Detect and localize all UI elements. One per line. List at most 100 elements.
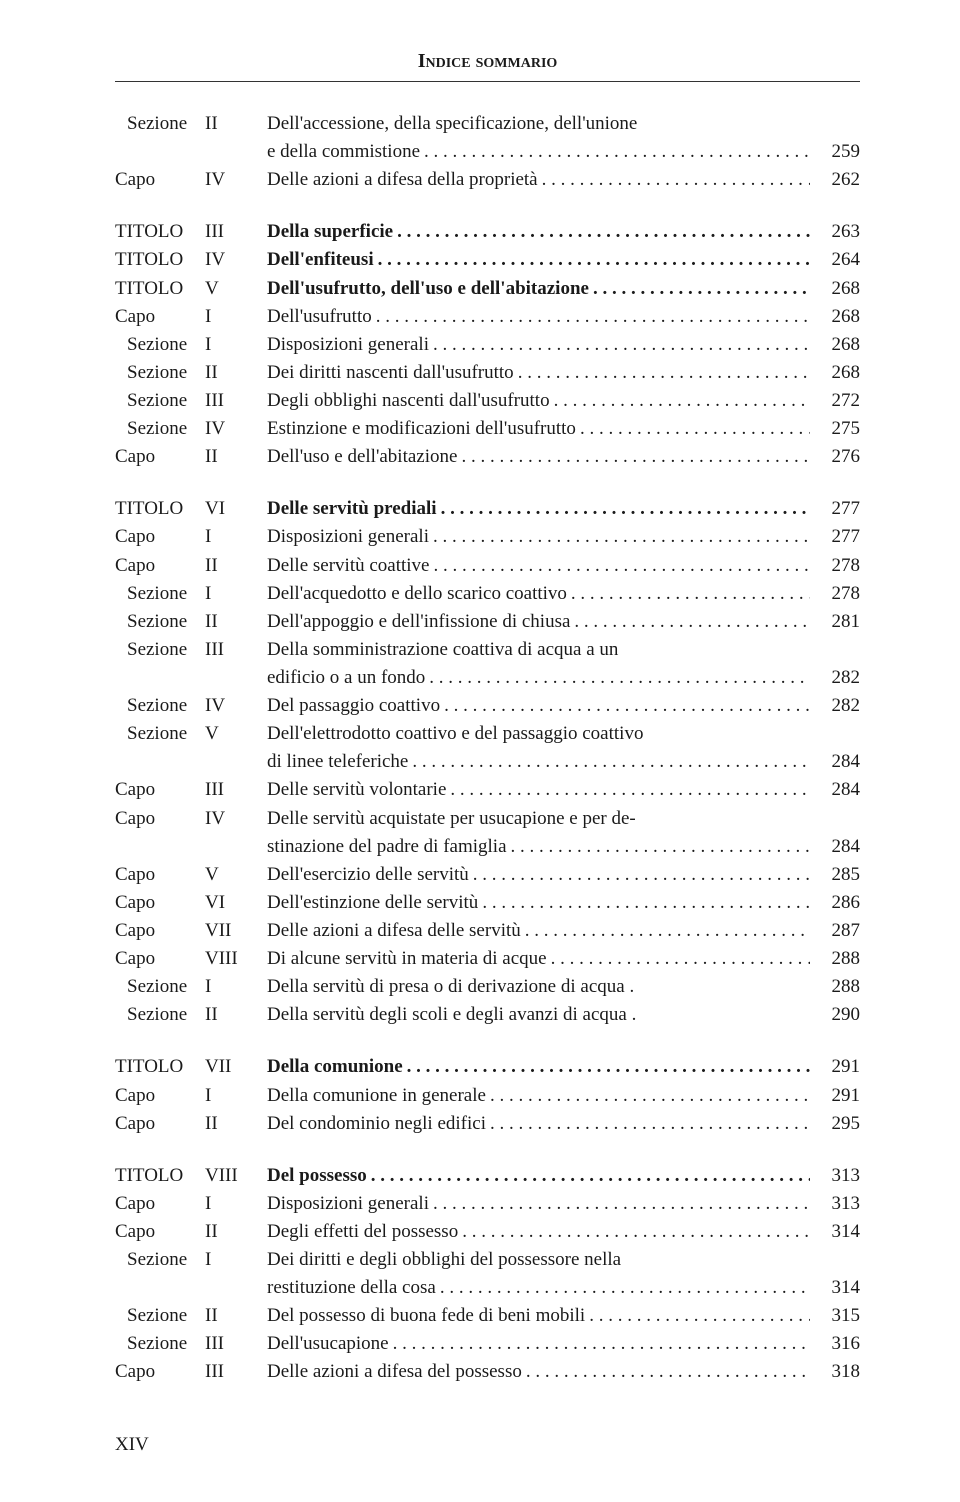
toc-page-number: 263 [810, 218, 860, 246]
toc-title-text: Della comunione in generale [267, 1085, 486, 1106]
toc-level-number: IV [205, 246, 267, 274]
toc-title: Degli obblighi nascenti dall'usufrutto [267, 387, 810, 415]
toc-title: Dell'accessione, della specificazione, d… [267, 110, 810, 138]
toc-level-number: II [205, 1302, 267, 1330]
toc-level-label: Capo [115, 1358, 205, 1386]
toc-row: SezioneIDisposizioni generali268 [115, 331, 860, 359]
toc-title: restituzione della cosa [267, 1274, 810, 1302]
toc-title-text: Del possesso di buona fede di beni mobil… [267, 1305, 585, 1326]
toc-level-label: Capo [115, 776, 205, 804]
toc-title-text: Del condominio negli edifici [267, 1113, 486, 1134]
toc-level-number: V [205, 720, 267, 748]
toc-page-number: 295 [810, 1110, 860, 1138]
toc-row: CapoIIDel condominio negli edifici295 [115, 1110, 860, 1138]
toc-page-number: 318 [810, 1358, 860, 1386]
toc-row: SezioneVDell'elettrodotto coattivo e del… [115, 720, 860, 748]
toc-title-text: Disposizioni generali [267, 1193, 429, 1214]
toc-title-text: restituzione della cosa [267, 1277, 436, 1298]
toc-page-number: 282 [810, 692, 860, 720]
toc-level-label: Capo [115, 945, 205, 973]
toc-title-text: Delle servitù volontarie [267, 779, 446, 800]
toc-row: CapoVDell'esercizio delle servitù285 [115, 861, 860, 889]
toc-title: Dell'usufrutto [267, 303, 810, 331]
toc-row: SezioneIIDell'accessione, della specific… [115, 110, 860, 138]
toc-page-number: 284 [810, 776, 860, 804]
toc-row: SezioneIIDei diritti nascenti dall'usufr… [115, 359, 860, 387]
toc-level-number: I [205, 523, 267, 551]
toc-title: Dei diritti nascenti dall'usufrutto [267, 359, 810, 387]
toc-title-text: Dell'enfiteusi [267, 249, 374, 270]
toc-level-number: V [205, 275, 267, 303]
toc-title-text: Dell'esercizio delle servitù [267, 864, 469, 885]
toc-row: stinazione del padre di famiglia284 [115, 833, 860, 861]
toc-level-number: IV [205, 692, 267, 720]
toc-title: Dell'elettrodotto coattivo e del passagg… [267, 720, 810, 748]
toc-title: Delle azioni a difesa delle servitù [267, 917, 810, 945]
toc-row: SezioneIIDell'appoggio e dell'infissione… [115, 608, 860, 636]
toc-level-number: I [205, 303, 267, 331]
toc-title: Della servitù di presa o di derivazione … [267, 973, 810, 1001]
toc-level-number: II [205, 359, 267, 387]
toc-title-text: Del possesso [267, 1165, 367, 1186]
toc-level-number: III [205, 218, 267, 246]
toc-title-text: stinazione del padre di famiglia [267, 836, 507, 857]
toc-level-number: I [205, 1082, 267, 1110]
toc-page-number: 259 [810, 138, 860, 166]
toc-row: e della commistione 259 [115, 138, 860, 166]
toc-row: di linee teleferiche284 [115, 748, 860, 776]
toc-title: Delle azioni a difesa della proprietà [267, 166, 810, 194]
toc-title: Dell'esercizio delle servitù [267, 861, 810, 889]
toc-level-label: TITOLO [115, 1053, 205, 1081]
toc-level-number: III [205, 1330, 267, 1358]
toc-level-label: TITOLO [115, 495, 205, 523]
toc-level-label: Capo [115, 805, 205, 833]
toc-title-text: Della somministrazione coattiva di acqua… [267, 639, 618, 660]
toc-page-number: 314 [810, 1274, 860, 1302]
toc-page-number: 290 [810, 1001, 860, 1029]
toc-page-number: 278 [810, 580, 860, 608]
toc-page-number: 314 [810, 1218, 860, 1246]
toc-page-number: 287 [810, 917, 860, 945]
toc-row: CapoIIIDelle azioni a difesa del possess… [115, 1358, 860, 1386]
toc-level-label: Capo [115, 861, 205, 889]
toc-title: stinazione del padre di famiglia [267, 833, 810, 861]
toc-level-number: VII [205, 917, 267, 945]
toc-row: SezioneIIDella servitù degli scoli e deg… [115, 1001, 860, 1029]
toc-title-text: Disposizioni generali [267, 334, 429, 355]
toc-title-text: Delle azioni a difesa della proprietà [267, 169, 538, 190]
toc-level-label: Capo [115, 443, 205, 471]
toc-page-number: 285 [810, 861, 860, 889]
toc-level-label: Capo [115, 1190, 205, 1218]
toc-title: Delle servitù volontarie [267, 776, 810, 804]
toc-level-label: Capo [115, 1218, 205, 1246]
toc-row: SezioneIIIDegli obblighi nascenti dall'u… [115, 387, 860, 415]
toc-title: Delle servitù coattive [267, 552, 810, 580]
toc-title: Del possesso [267, 1162, 810, 1190]
toc-level-number: VIII [205, 1162, 267, 1190]
toc-level-number: I [205, 1246, 267, 1274]
toc-level-label: Sezione [115, 359, 205, 387]
toc-page-number: 276 [810, 443, 860, 471]
toc-title-text: e della commistione [267, 141, 420, 162]
toc-level-label: Capo [115, 523, 205, 551]
toc-title: Delle azioni a difesa del possesso [267, 1358, 810, 1386]
toc-title: Dell'uso e dell'abitazione [267, 443, 810, 471]
toc-level-number: I [205, 1190, 267, 1218]
toc-page-number: 291 [810, 1082, 860, 1110]
toc-level-number: II [205, 1110, 267, 1138]
toc-content: SezioneIIDell'accessione, della specific… [115, 110, 860, 1387]
toc-title: Del condominio negli edifici [267, 1110, 810, 1138]
toc-title-text: Dell'usucapione [267, 1333, 389, 1354]
toc-row: CapoIVDelle servitù acquistate per usuca… [115, 805, 860, 833]
toc-title: edificio o a un fondo [267, 664, 810, 692]
toc-level-number: II [205, 110, 267, 138]
toc-page-number: 282 [810, 664, 860, 692]
toc-title-text: Delle servitù acquistate per usucapione … [267, 808, 636, 829]
toc-row: CapoIIDegli effetti del possesso314 [115, 1218, 860, 1246]
toc-level-label: Sezione [115, 1302, 205, 1330]
toc-row: SezioneIVEstinzione e modificazioni dell… [115, 415, 860, 443]
toc-page-number: 277 [810, 495, 860, 523]
toc-title-text: Dell'appoggio e dell'infissione di chius… [267, 611, 570, 632]
toc-title: Disposizioni generali [267, 331, 810, 359]
toc-title: e della commistione [267, 138, 810, 166]
